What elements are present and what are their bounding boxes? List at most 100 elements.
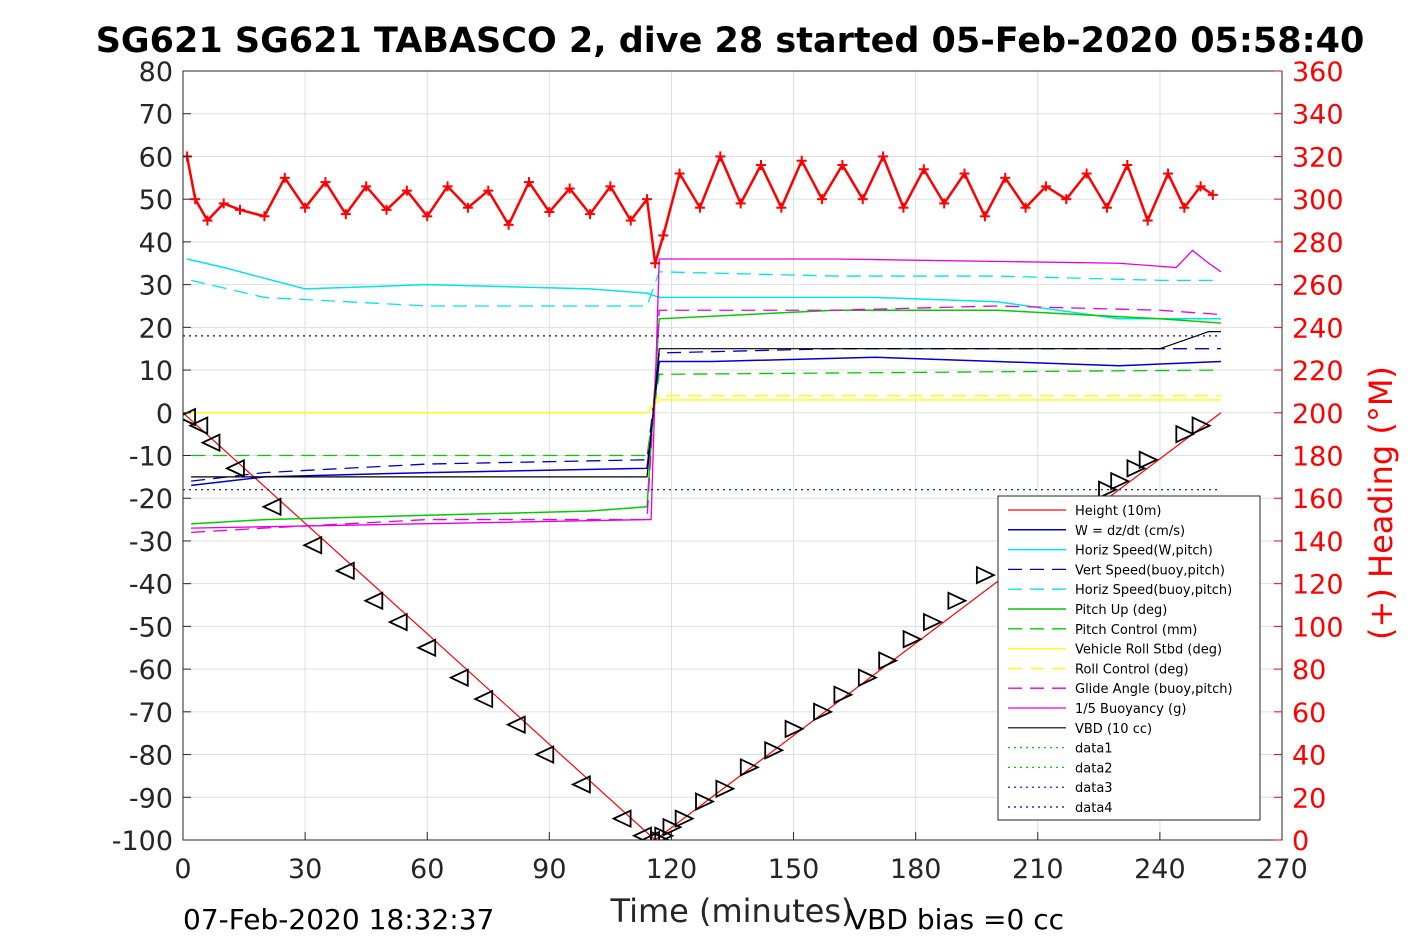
x-tick-label: 270 <box>1256 854 1308 885</box>
heading-point <box>817 194 828 205</box>
heading-point <box>837 159 848 170</box>
right-tick-label: 40 <box>1292 741 1326 772</box>
left-tick-label: 50 <box>139 185 173 216</box>
depth-marker <box>1138 450 1159 470</box>
left-tick-label: 60 <box>139 142 173 173</box>
depth-marker <box>715 779 736 799</box>
right-tick-label: 20 <box>1292 783 1326 814</box>
depth-marker <box>505 715 526 735</box>
depth-marker <box>188 416 209 436</box>
depth-marker <box>1098 480 1119 500</box>
depth-marker <box>695 792 716 811</box>
legend-label: Roll Control (deg) <box>1075 662 1189 677</box>
legend-label: Pitch Control (mm) <box>1075 623 1197 638</box>
heading-point <box>202 215 213 226</box>
series-vbd-10-cc <box>191 331 1221 478</box>
legend-label: data4 <box>1075 801 1113 816</box>
depth-marker <box>570 775 591 794</box>
depth-marker <box>674 809 695 829</box>
depth-marker <box>923 612 944 632</box>
depth-marker <box>902 629 923 649</box>
heading-point <box>462 202 473 213</box>
series-roll-control-deg <box>191 395 1221 414</box>
right-tick-label: 0 <box>1292 826 1309 857</box>
right-tick-label: 280 <box>1292 228 1344 259</box>
right-tick-label: 180 <box>1292 442 1344 473</box>
legend-label: Horiz Speed(buoy,pitch) <box>1075 583 1232 598</box>
depth-marker <box>363 591 384 611</box>
heading-point <box>918 164 929 175</box>
depth-marker <box>947 591 968 611</box>
heading-point <box>340 209 351 220</box>
right-tick-label: 140 <box>1292 527 1344 558</box>
right-tick-label: 200 <box>1292 399 1344 430</box>
heading-point <box>1122 159 1133 170</box>
depth-marker <box>662 817 683 837</box>
series-w-dz-dt-cm-s <box>191 356 1221 487</box>
depth-marker <box>534 745 555 764</box>
heading-point <box>564 183 575 194</box>
heading-point <box>898 202 909 213</box>
heading-point <box>401 185 412 196</box>
heading-point <box>381 204 392 215</box>
depth-marker <box>334 561 355 581</box>
right-tick-label: 260 <box>1292 271 1344 302</box>
heading-point <box>218 198 229 209</box>
left-tick-label: -30 <box>129 527 173 558</box>
right-tick-label: 220 <box>1292 356 1344 387</box>
heading-point <box>190 194 201 205</box>
legend-label: Height (10m) <box>1075 504 1161 519</box>
x-tick-label: 210 <box>1012 854 1064 885</box>
depth-marker <box>1126 458 1147 478</box>
depth-marker <box>1110 471 1131 491</box>
x-tick-label: 0 <box>174 854 191 885</box>
heading-point <box>422 211 433 222</box>
series-glide-angle-buoy-pitch <box>191 305 1221 534</box>
heading-point <box>1061 194 1072 205</box>
left-tick-label: -20 <box>129 484 173 515</box>
depth-marker <box>302 535 323 555</box>
x-tick-label: 240 <box>1134 854 1186 885</box>
heading-point <box>878 151 889 162</box>
footer-vbd-bias: VBD bias =0 cc <box>848 903 1064 936</box>
legend-label: VBD (10 cc) <box>1075 722 1152 737</box>
heading-point <box>605 181 616 192</box>
depth-marker <box>448 668 469 688</box>
depth-marker <box>975 565 996 585</box>
left-tick-label: 30 <box>139 271 173 302</box>
heading-point <box>1179 202 1190 213</box>
footer-date: 07-Feb-2020 18:32:37 <box>183 903 494 936</box>
right-tick-label: 360 <box>1292 57 1344 88</box>
heading-point <box>939 198 950 209</box>
right-axis-ticks: 0 20 40 60 80 100 120 140 160 180 200 220 240 260 280 3… <box>1274 57 1344 857</box>
heading-point <box>300 202 311 213</box>
depth-marker <box>387 612 408 632</box>
heading-point <box>796 155 807 166</box>
depth-marker <box>416 638 437 658</box>
left-tick-label: 0 <box>156 399 173 430</box>
heading-point <box>1000 172 1011 183</box>
heading-point <box>715 151 726 162</box>
heading-point <box>483 185 494 196</box>
depth-marker <box>1191 416 1212 436</box>
heading-point <box>776 202 787 213</box>
depth-marker <box>784 719 805 739</box>
right-tick-label: 340 <box>1292 100 1344 131</box>
heading-point <box>1207 189 1218 200</box>
right-axis-label: (+) Heading (°M) <box>1362 366 1400 640</box>
x-tick-label: 180 <box>890 854 942 885</box>
series-horiz-speed-buoy-pitch <box>190 271 1221 307</box>
legend-label: W = dz/dt (cm/s) <box>1075 524 1185 539</box>
left-tick-label: 40 <box>139 228 173 259</box>
left-tick-label: 80 <box>139 57 173 88</box>
heading-point <box>959 168 970 179</box>
left-tick-label: -90 <box>129 783 173 814</box>
heading-point <box>979 211 990 222</box>
left-tick-label: -10 <box>129 442 173 473</box>
right-tick-label: 100 <box>1292 612 1344 643</box>
left-axis-ticks: -100-90-80-70-60-50-40-30-20-10010203040… <box>112 57 191 857</box>
left-tick-label: -100 <box>112 826 173 857</box>
heading-point <box>1195 181 1206 192</box>
heading-point <box>642 194 653 205</box>
heading-point <box>857 194 868 205</box>
